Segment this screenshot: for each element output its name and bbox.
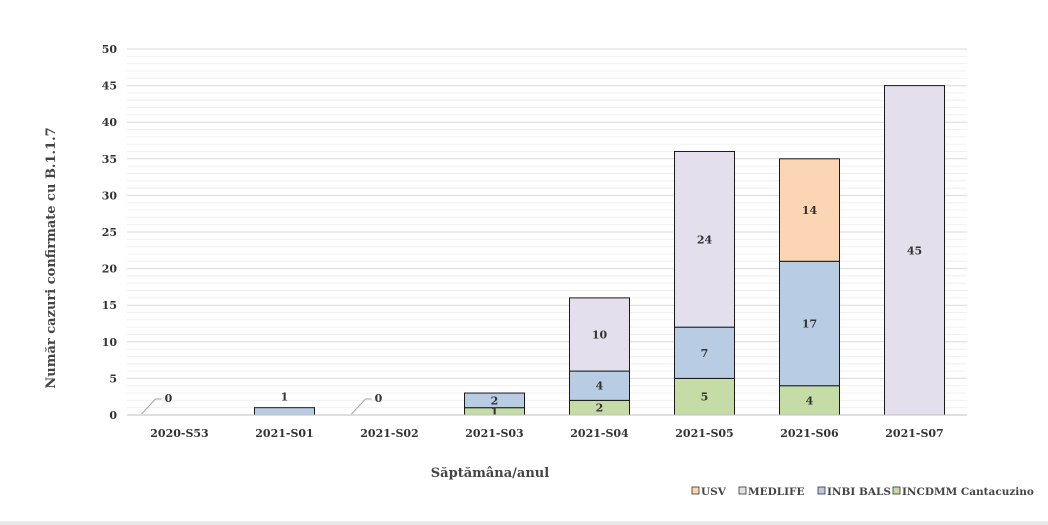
label-leader-line xyxy=(351,398,372,415)
y-tick-label: 10 xyxy=(102,336,118,349)
y-tick-label: 45 xyxy=(102,80,117,93)
bar-value-label: 24 xyxy=(697,233,713,246)
legend-label: INCDMM Cantacuzino xyxy=(902,486,1034,498)
x-axis-title: Săptămâna/anul xyxy=(431,466,549,481)
bar-segment xyxy=(464,392,525,409)
y-tick-label: 30 xyxy=(102,189,118,202)
y-tick-label: 20 xyxy=(102,263,118,276)
legend-swatch xyxy=(691,486,700,495)
gridlines xyxy=(127,48,967,409)
bar-value-label: 14 xyxy=(802,204,818,217)
x-category-label: 2020-S53 xyxy=(150,427,208,440)
y-tick-label: 40 xyxy=(102,116,118,129)
bar-segment xyxy=(254,407,315,416)
legend-swatch xyxy=(738,486,747,495)
legend-label: USV xyxy=(701,486,727,498)
x-axis-categories: 2020-S53 2021-S01 2021-S02 2021-S03 2021-S04… xyxy=(150,427,943,440)
label-leader-line xyxy=(141,398,162,415)
bar-value-label: 2 xyxy=(491,394,499,407)
legend-swatch xyxy=(892,486,901,495)
bar-value-label: 7 xyxy=(701,347,709,360)
y-axis-ticks: 0 5 10 15 20 25 30 35 40 45 50 xyxy=(102,43,118,422)
x-category-label: 2021-S06 xyxy=(780,427,839,440)
bar-segment xyxy=(779,158,840,262)
bar-value-label: 5 xyxy=(701,391,709,404)
y-tick-label: 50 xyxy=(102,43,118,56)
bar-value-label: 10 xyxy=(592,328,608,341)
x-category-label: 2021-S02 xyxy=(360,427,418,440)
y-tick-label: 5 xyxy=(109,372,117,385)
legend-label: MEDLIFE xyxy=(748,486,804,498)
bar-value-label: 4 xyxy=(596,380,604,393)
y-tick-label: 35 xyxy=(102,153,117,166)
bar-segment xyxy=(569,297,630,372)
bar-segment xyxy=(884,85,945,416)
bar-value-label: 17 xyxy=(802,318,817,331)
y-axis-title: Număr cazuri confirmate cu B.1.1.7 xyxy=(44,127,59,388)
bar-total-label: 0 xyxy=(375,392,383,405)
bottom-divider xyxy=(0,521,1048,525)
x-category-label: 2021-S04 xyxy=(570,427,629,440)
legend: USV MEDLIFE INBI BALS INCDMM Cantacuzino xyxy=(691,486,1034,498)
bars xyxy=(254,85,945,416)
x-category-label: 2021-S01 xyxy=(255,427,313,440)
y-tick-label: 15 xyxy=(102,299,117,312)
legend-swatch xyxy=(817,486,826,495)
legend-label: INBI BALS xyxy=(827,486,891,498)
bar-total-label: 0 xyxy=(165,392,173,405)
bar-value-label: 1 xyxy=(491,405,499,418)
y-tick-label: 25 xyxy=(102,226,117,239)
bar-value-label: 2 xyxy=(596,402,604,415)
bar-segment xyxy=(674,150,735,328)
x-category-label: 2021-S03 xyxy=(465,427,523,440)
bar-value-label: 4 xyxy=(806,394,814,407)
x-category-label: 2021-S07 xyxy=(885,427,943,440)
x-category-label: 2021-S05 xyxy=(675,427,733,440)
bar-value-label: 45 xyxy=(907,244,922,257)
bar-segment xyxy=(569,370,630,401)
bar-total-label: 1 xyxy=(281,391,289,404)
y-tick-label: 0 xyxy=(109,409,117,422)
